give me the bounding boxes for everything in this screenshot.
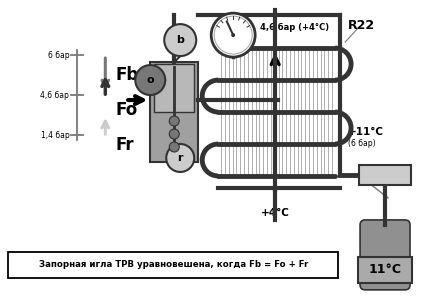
Text: (6 бар): (6 бар) bbox=[348, 138, 376, 148]
Circle shape bbox=[164, 24, 196, 56]
FancyBboxPatch shape bbox=[360, 220, 410, 290]
Text: 4,6 бар (+4°C): 4,6 бар (+4°C) bbox=[260, 23, 329, 32]
Text: 11°C: 11°C bbox=[369, 263, 402, 277]
Text: Fr: Fr bbox=[115, 136, 134, 154]
Text: 6 бар: 6 бар bbox=[48, 50, 69, 60]
Circle shape bbox=[169, 142, 179, 152]
Bar bbox=[150, 62, 198, 162]
FancyBboxPatch shape bbox=[358, 257, 412, 283]
Circle shape bbox=[166, 144, 194, 172]
Circle shape bbox=[169, 116, 179, 126]
Circle shape bbox=[214, 16, 252, 54]
Text: r: r bbox=[178, 153, 183, 163]
Bar bbox=[9, 252, 338, 278]
Bar bbox=[359, 165, 411, 185]
Text: o: o bbox=[147, 75, 154, 85]
Circle shape bbox=[169, 129, 179, 139]
Text: 4,6 бар: 4,6 бар bbox=[40, 91, 69, 99]
Text: Запорная игла ТРВ уравновешена, когда Fb = Fo + Fr: Запорная игла ТРВ уравновешена, когда Fb… bbox=[39, 260, 308, 269]
Circle shape bbox=[211, 13, 255, 57]
Circle shape bbox=[135, 65, 165, 95]
Text: +4°C: +4°C bbox=[261, 208, 289, 218]
Text: Fo: Fo bbox=[115, 101, 138, 119]
Text: Fb: Fb bbox=[115, 66, 138, 84]
Circle shape bbox=[231, 33, 235, 37]
Text: R22: R22 bbox=[348, 19, 375, 31]
Bar bbox=[154, 64, 194, 112]
Text: b: b bbox=[176, 35, 184, 45]
Text: +11°C: +11°C bbox=[348, 127, 384, 137]
Text: 1,4 бар: 1,4 бар bbox=[40, 130, 69, 140]
Circle shape bbox=[360, 170, 370, 180]
